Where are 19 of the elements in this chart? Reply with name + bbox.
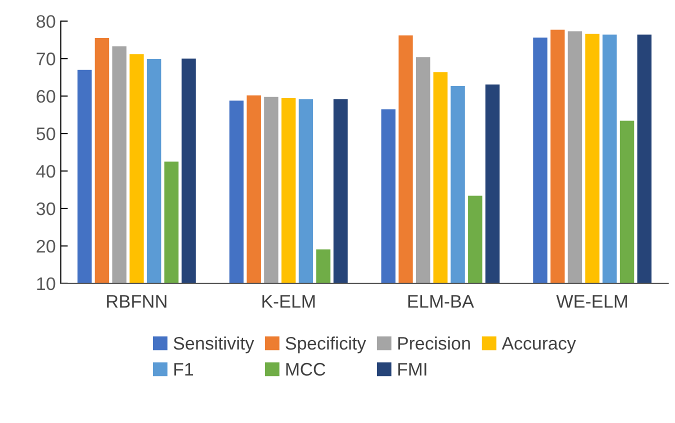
legend-label: Specificity — [286, 336, 366, 354]
legend-label: FMI — [398, 363, 426, 376]
x-tick-label: RBFNN — [107, 295, 166, 308]
x-tick-label: ELM-BA — [408, 295, 474, 308]
legend-label: Accuracy — [502, 337, 576, 354]
x-tick-label: K-ELM — [262, 295, 315, 308]
y-tick-label: 10 — [37, 277, 56, 290]
y-tick-label: 80 — [36, 15, 56, 28]
y-tick-label: 40 — [36, 164, 56, 178]
y-tick-label: 70 — [36, 52, 56, 66]
y-tick-label: 20 — [36, 240, 56, 253]
y-tick-label: 50 — [36, 127, 56, 140]
legend-label: MCC — [286, 362, 326, 376]
x-tick-label: WE-ELM — [556, 295, 627, 308]
legend-label: F1 — [174, 363, 194, 376]
y-tick-label: 30 — [36, 202, 56, 216]
legend-label: Sensitivity — [174, 336, 254, 354]
legend-label: Precision — [398, 336, 470, 350]
y-tick-label: 60 — [36, 90, 56, 103]
